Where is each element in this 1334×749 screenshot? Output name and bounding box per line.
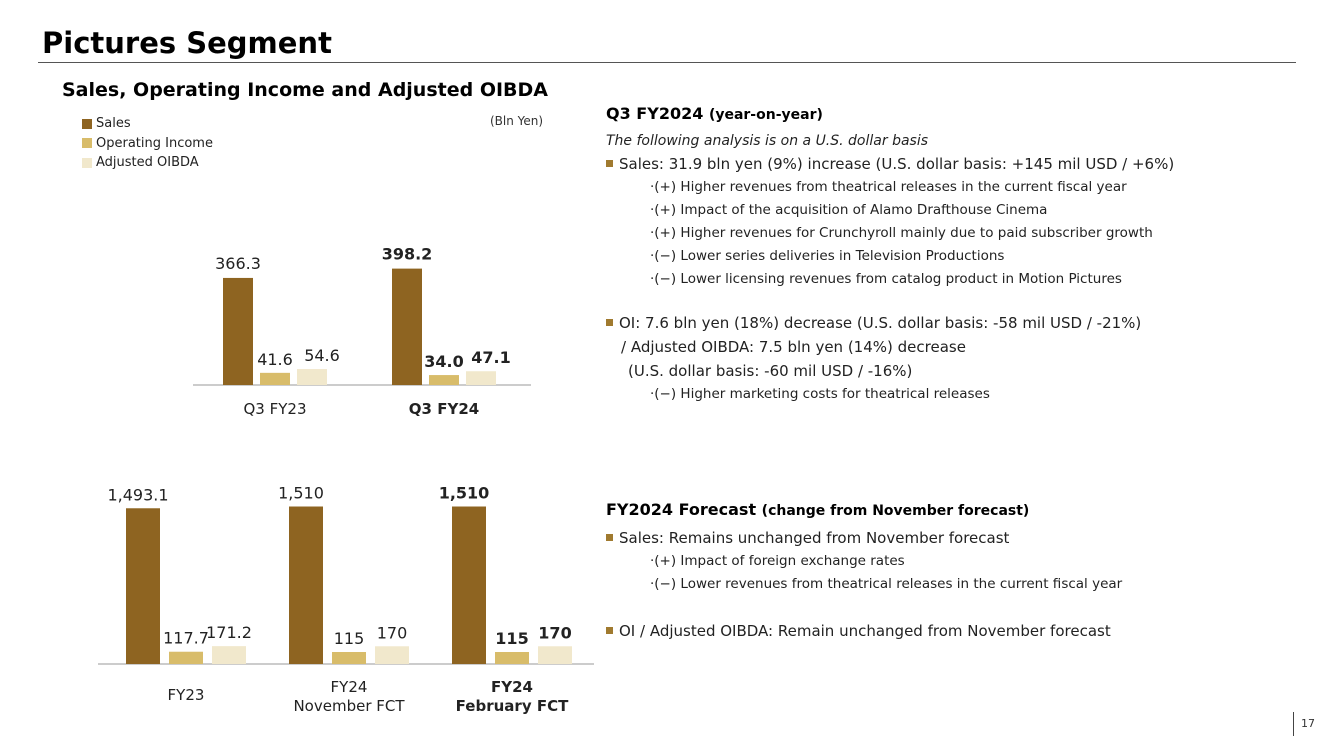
x-tick-label: FY24 — [331, 678, 368, 696]
q3-bar-chart: 366.3 41.6 54.6 Q3 FY23 398.2 34.0 47.1 Q3 FY24 — [193, 245, 531, 418]
x-tick-label: February FCT — [456, 697, 569, 715]
bar-operating-income — [332, 652, 366, 664]
bar-operating-income — [495, 652, 529, 664]
unit-label: (Bln Yen) — [490, 114, 544, 128]
q3-oi-detail: ·(−) Higher marketing costs for theatric… — [650, 386, 990, 402]
data-label-operating-income: 41.6 — [257, 350, 293, 369]
data-label-operating-income: 117.7 — [163, 629, 209, 648]
data-label-adjusted-oibda: 170 — [377, 623, 408, 642]
bar-sales — [126, 508, 160, 664]
x-tick-label: November FCT — [293, 697, 405, 715]
fy-oi-bullet: OI / Adjusted OIBDA: Remain unchanged fr… — [606, 622, 1111, 640]
x-tick-label: Q3 FY24 — [409, 400, 479, 418]
data-label-operating-income: 34.0 — [424, 352, 463, 371]
legend-item-operating-income: Operating Income — [82, 134, 213, 154]
page-title: Pictures Segment — [42, 26, 332, 60]
bar-adjusted-oibda — [538, 646, 572, 664]
bar-adjusted-oibda — [212, 646, 246, 664]
q3-oi-bullet: OI: 7.6 bln yen (18%) decrease (U.S. dol… — [606, 314, 1141, 332]
usd-basis-note: The following analysis is on a U.S. doll… — [606, 133, 929, 149]
bar-operating-income — [429, 375, 459, 385]
q3-sales-detail: ·(−) Lower series deliveries in Televisi… — [650, 248, 1005, 264]
x-tick-label: FY24 — [491, 678, 533, 696]
bar-sales — [452, 506, 486, 664]
bar-sales — [289, 506, 323, 664]
data-label-adjusted-oibda: 54.6 — [304, 346, 340, 365]
data-label-adjusted-oibda: 170 — [538, 623, 571, 642]
data-label-adjusted-oibda: 47.1 — [471, 348, 510, 367]
bullet-square-icon — [606, 534, 613, 541]
bar-adjusted-oibda — [297, 369, 327, 385]
bar-sales — [223, 277, 253, 385]
q3-sales-bullet: Sales: 31.9 bln yen (9%) increase (U.S. … — [606, 155, 1174, 173]
x-tick-label: FY23 — [168, 686, 205, 704]
data-label-sales: 1,510 — [278, 484, 324, 503]
data-label-adjusted-oibda: 171.2 — [206, 623, 252, 642]
fy-sales-bullet: Sales: Remains unchanged from November f… — [606, 529, 1009, 547]
legend-swatch-adjusted-oibda — [82, 157, 92, 168]
data-label-operating-income: 115 — [495, 629, 528, 648]
data-label-sales: 398.2 — [382, 245, 433, 264]
q3-oibda-line: / Adjusted OIBDA: 7.5 bln yen (14%) decr… — [621, 338, 966, 356]
bar-sales — [392, 268, 422, 385]
q3-heading: Q3 FY2024 (year-on-year) — [606, 104, 823, 123]
bar-adjusted-oibda — [466, 371, 496, 385]
fy-sales-detail: ·(+) Impact of foreign exchange rates — [650, 553, 905, 569]
legend-item-sales: Sales — [82, 114, 213, 134]
legend-swatch-operating-income — [82, 138, 92, 149]
legend-item-adjusted-oibda: Adjusted OIBDA — [82, 153, 213, 173]
page-number: 17 — [1293, 712, 1315, 736]
q3-oibda-usd-line: (U.S. dollar basis: -60 mil USD / -16%) — [628, 362, 913, 380]
bullet-square-icon — [606, 627, 613, 634]
data-label-operating-income: 115 — [334, 629, 365, 648]
q3-sales-detail: ·(+) Higher revenues from theatrical rel… — [650, 179, 1127, 195]
bullet-square-icon — [606, 160, 613, 167]
chart-title: Sales, Operating Income and Adjusted OIB… — [62, 79, 549, 101]
data-label-sales: 1,493.1 — [107, 485, 168, 504]
x-tick-label: Q3 FY23 — [244, 400, 307, 418]
bullet-square-icon — [606, 319, 613, 326]
legend-swatch-sales — [82, 118, 92, 129]
q3-sales-detail: ·(−) Lower licensing revenues from catal… — [650, 271, 1122, 287]
data-label-sales: 1,510 — [439, 484, 490, 503]
data-label-sales: 366.3 — [215, 254, 261, 273]
bar-operating-income — [260, 372, 290, 385]
bar-adjusted-oibda — [375, 646, 409, 664]
q3-sales-detail: ·(+) Impact of the acquisition of Alamo … — [650, 202, 1048, 218]
chart-legend: Sales Operating Income Adjusted OIBDA — [82, 114, 213, 173]
bar-operating-income — [169, 651, 203, 664]
fy-sales-detail: ·(−) Lower revenues from theatrical rele… — [650, 576, 1123, 592]
title-divider — [38, 62, 1296, 63]
q3-sales-detail: ·(+) Higher revenues for Crunchyroll mai… — [650, 225, 1153, 241]
fy-heading: FY2024 Forecast (change from November fo… — [606, 500, 1030, 519]
